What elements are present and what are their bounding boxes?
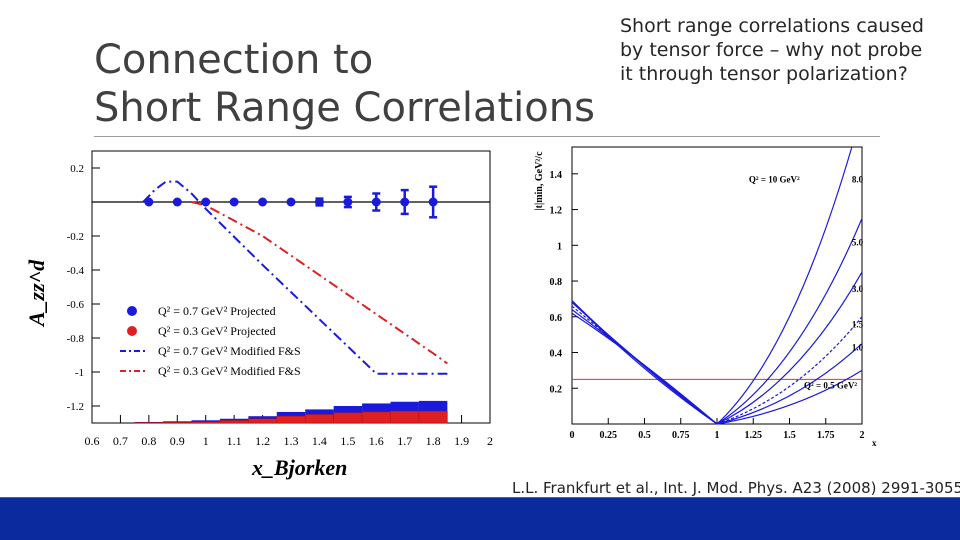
projected-point bbox=[144, 197, 154, 207]
plot-frame bbox=[91, 150, 491, 424]
projected-point bbox=[172, 197, 182, 207]
projected-point bbox=[258, 197, 268, 207]
y-tick-label: -1 bbox=[75, 367, 84, 379]
legend-label: Q² = 0.7 GeV² Modified F&S bbox=[158, 344, 301, 358]
azz-plot: 0.2 -0.2 -0.4 -0.6 -0.8 -1 -1.2 0.6 0.7 0.8 0.9 1 1.… bbox=[24, 150, 493, 480]
x-tick-label: 0.6 bbox=[85, 434, 100, 448]
y-tick-label: -0.4 bbox=[67, 265, 85, 277]
red-fs-curve bbox=[191, 201, 448, 365]
y-tick-label: -0.6 bbox=[67, 299, 85, 311]
x-tick-label: 0.7 bbox=[113, 434, 128, 448]
red-error-bar bbox=[361, 411, 391, 424]
x-tick-label: 0.5 bbox=[638, 430, 651, 441]
legend-marker bbox=[127, 306, 137, 316]
curve-right bbox=[716, 369, 863, 425]
curve-right bbox=[716, 343, 863, 425]
x-tick-label: 1.4 bbox=[312, 434, 327, 448]
y-tick-label: -0.8 bbox=[67, 333, 85, 345]
x-tick-label: 1.5 bbox=[783, 430, 796, 441]
curve-end-label: 1.5 bbox=[852, 319, 864, 329]
x-tick-label: 1.5 bbox=[340, 434, 355, 448]
q2-top-label: Q² = 10 GeV² bbox=[749, 175, 800, 185]
tmin-plot: 1.4 1.2 1 0.8 0.6 0.4 0.2 0 0.25 0.5 0.75 1 1.25 1.5 1… bbox=[534, 146, 877, 448]
x-tick-label: 2 bbox=[487, 434, 493, 448]
projected-point bbox=[371, 197, 381, 207]
red-error-bar bbox=[162, 421, 192, 424]
legend-label: Q² = 0.3 GeV² Modified F&S bbox=[158, 364, 301, 378]
y-tick-label: -1.2 bbox=[67, 401, 84, 413]
y-tick-label: 0.2 bbox=[550, 384, 563, 395]
title-divider bbox=[94, 136, 880, 137]
red-error-bar bbox=[418, 410, 448, 424]
y-tick-label: 0.6 bbox=[550, 313, 563, 324]
title-line-1: Connection to bbox=[94, 37, 374, 83]
x-tick-label: 1 bbox=[715, 430, 720, 441]
x-tick-label: 1 bbox=[203, 434, 209, 448]
x-tick-label: 0.8 bbox=[141, 434, 156, 448]
red-error-bar bbox=[333, 412, 363, 424]
y-axis-title: |t|min, GeV²/c bbox=[534, 151, 545, 211]
footer-bar bbox=[0, 498, 960, 540]
curve-left bbox=[571, 305, 718, 425]
projected-point bbox=[201, 197, 211, 207]
q2-bottom-label: Q² = 0.5 GeV² bbox=[804, 380, 857, 390]
projected-point bbox=[314, 197, 324, 207]
y-tick-label: 0.2 bbox=[70, 163, 84, 175]
x-axis-title: x bbox=[872, 438, 877, 448]
x-tick-label: 1.6 bbox=[369, 434, 384, 448]
red-error-bar bbox=[248, 418, 278, 424]
x-tick-label: 1.75 bbox=[817, 430, 835, 441]
x-tick-label: 1.8 bbox=[426, 434, 441, 448]
y-tick-label: 0.4 bbox=[550, 349, 563, 360]
bullet-text: Short range correlations caused by tenso… bbox=[620, 15, 924, 85]
projected-point bbox=[400, 197, 410, 207]
curve-end-label: 1.0 bbox=[852, 343, 864, 353]
curve-right bbox=[716, 316, 863, 425]
x-tick-label: 1.9 bbox=[454, 434, 469, 448]
curve-right bbox=[716, 218, 863, 425]
projected-point bbox=[229, 197, 239, 207]
red-error-bar bbox=[191, 421, 221, 424]
curve-end-label: 5.0 bbox=[852, 237, 864, 247]
slide-title: Connection to Short Range Correlations bbox=[94, 36, 595, 132]
curve-end-label: 8.0 bbox=[852, 175, 864, 185]
y-axis-title: A_zz^d bbox=[24, 259, 49, 328]
y-tick-label: -0.2 bbox=[67, 231, 84, 243]
curve-end-label: 3.0 bbox=[852, 284, 864, 294]
red-error-bar bbox=[276, 415, 306, 424]
x-tick-label: 1.2 bbox=[255, 434, 270, 448]
curve-right bbox=[716, 146, 853, 425]
x-tick-label: 1.25 bbox=[745, 430, 763, 441]
curve-left bbox=[571, 312, 718, 425]
title-line-2: Short Range Correlations bbox=[94, 85, 595, 131]
legend-label: Q² = 0.7 GeV² Projected bbox=[158, 304, 276, 318]
x-axis-title: x_Bjorken bbox=[251, 455, 347, 480]
projected-point bbox=[286, 197, 296, 207]
x-tick-label: 0.25 bbox=[600, 430, 618, 441]
projected-point bbox=[428, 197, 438, 207]
x-tick-label: 1.1 bbox=[227, 434, 242, 448]
y-tick-label: 1.2 bbox=[550, 206, 563, 217]
x-tick-label: 0 bbox=[570, 430, 575, 441]
y-tick-label: 0.8 bbox=[550, 277, 563, 288]
x-tick-label: 1.7 bbox=[397, 434, 412, 448]
x-tick-label: 2 bbox=[860, 430, 865, 441]
red-error-bar bbox=[219, 420, 249, 424]
legend-label: Q² = 0.3 GeV² Projected bbox=[158, 324, 276, 338]
projected-point bbox=[343, 197, 353, 207]
legend-marker bbox=[127, 326, 137, 336]
red-error-bar bbox=[304, 414, 334, 424]
red-error-bar bbox=[390, 410, 420, 424]
blue-fs-curve bbox=[142, 180, 448, 375]
red-error-bar bbox=[134, 422, 164, 424]
curve-right bbox=[716, 271, 863, 425]
x-tick-label: 1.3 bbox=[284, 434, 299, 448]
x-tick-label: 0.9 bbox=[170, 434, 185, 448]
y-tick-label: 1.4 bbox=[550, 170, 563, 181]
x-tick-label: 0.75 bbox=[672, 430, 690, 441]
citation: L.L. Frankfurt et al., Int. J. Mod. Phys… bbox=[512, 479, 960, 497]
y-tick-label: 1 bbox=[557, 241, 562, 252]
